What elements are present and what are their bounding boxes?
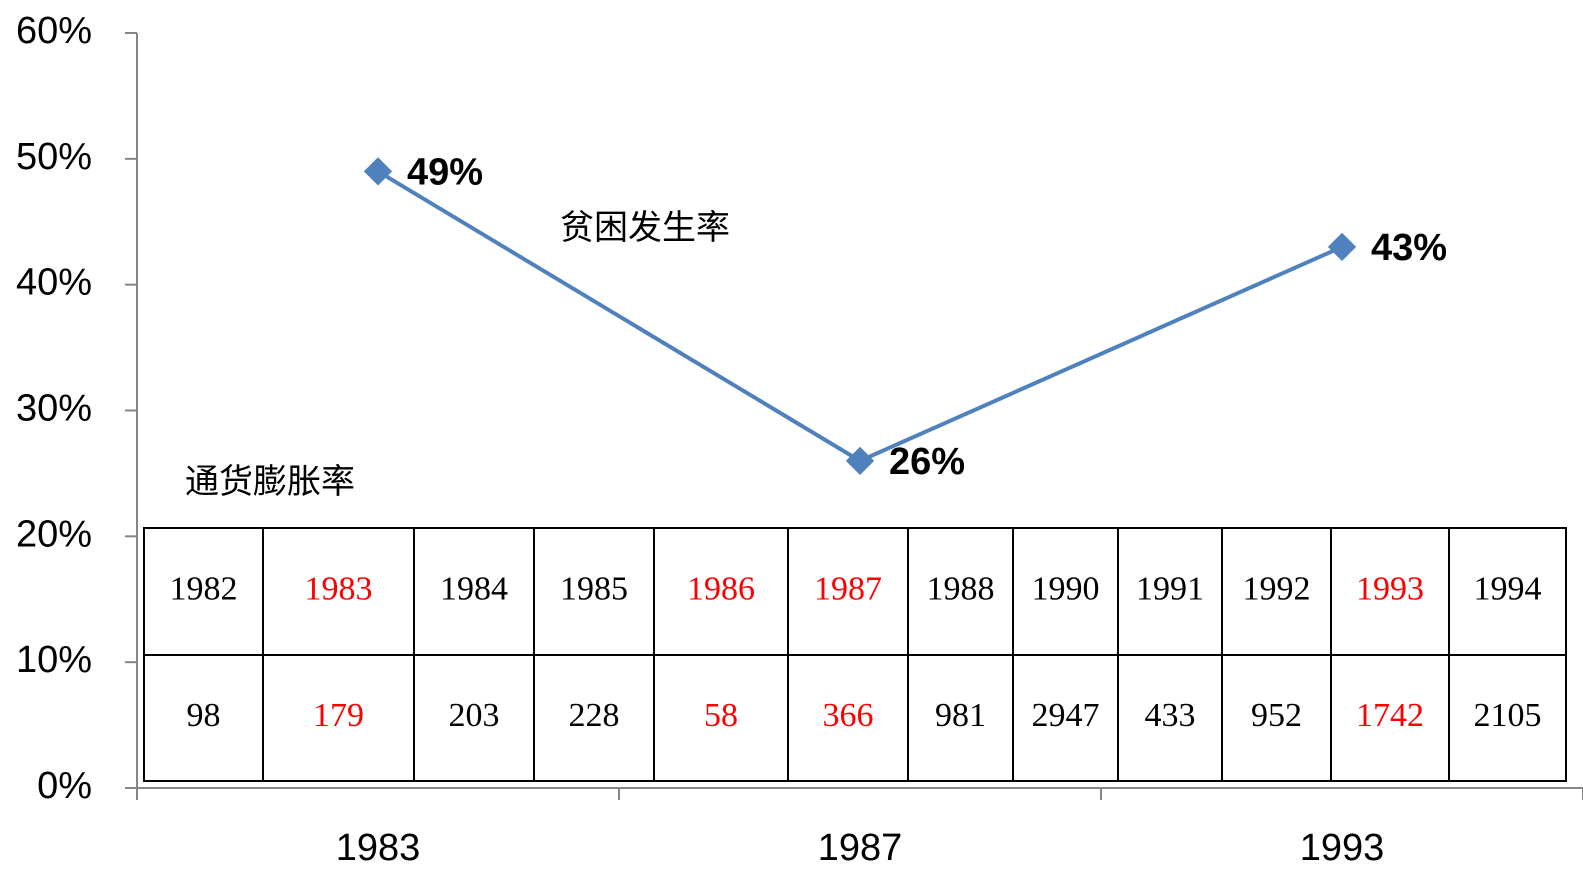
table-cell: 1992 (1243, 570, 1311, 607)
marker (1327, 232, 1357, 262)
table-cell: 1987 (814, 570, 882, 607)
table-cell: 1984 (440, 570, 508, 607)
table-cell: 366 (823, 697, 874, 734)
x-tick-label: 1993 (1300, 827, 1385, 869)
series-label: 贫困发生率 (560, 209, 730, 247)
table-cell: 1982 (170, 570, 238, 607)
y-tick-label: 30% (16, 388, 92, 430)
table-cell: 1983 (305, 570, 373, 607)
y-tick-label: 10% (16, 639, 92, 681)
data-label: 49% (407, 151, 483, 193)
marker (845, 446, 875, 475)
table-cell: 98 (187, 697, 221, 734)
table-cell: 1986 (687, 570, 755, 607)
table-cell: 203 (449, 697, 500, 734)
table-title: 通货膨胀率 (185, 463, 355, 501)
table-cell: 2105 (1474, 697, 1542, 734)
table-cell: 1991 (1136, 570, 1204, 607)
y-tick-label: 20% (16, 513, 92, 555)
x-tick-label: 1983 (336, 827, 421, 869)
y-tick-label: 60% (16, 10, 92, 52)
table-cell: 58 (704, 697, 738, 734)
table-cell: 1742 (1356, 697, 1424, 734)
line (376, 169, 1343, 464)
table-cell: 228 (569, 697, 620, 734)
data-label: 26% (889, 441, 965, 483)
table-cell: 1985 (560, 570, 628, 607)
table-cell: 1988 (927, 570, 995, 607)
table-cell: 1993 (1356, 570, 1424, 607)
table-cell: 2947 (1032, 697, 1100, 734)
table-cell: 179 (313, 697, 364, 734)
y-tick-label: 50% (16, 136, 92, 178)
table-cell: 1994 (1474, 570, 1542, 607)
y-tick-label: 0% (37, 765, 92, 807)
data-label: 43% (1371, 227, 1447, 269)
table-cell: 1990 (1032, 570, 1100, 607)
table-cell: 981 (935, 697, 986, 734)
table-cell: 433 (1145, 697, 1196, 734)
y-tick-label: 40% (16, 262, 92, 304)
table-cell: 952 (1251, 697, 1302, 734)
x-tick-label: 1987 (818, 827, 903, 869)
marker (363, 157, 393, 186)
